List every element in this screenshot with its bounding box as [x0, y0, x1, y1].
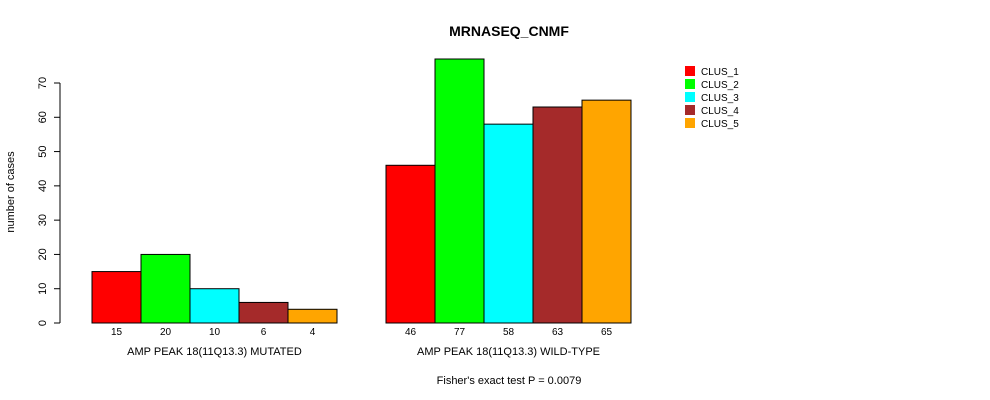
bar-clus-3	[483, 123, 534, 324]
bar-clus-5	[581, 99, 632, 324]
bar-clus-3	[189, 288, 240, 324]
bars	[91, 58, 632, 324]
chart-title: MRNASEQ_CNMF	[449, 23, 569, 39]
legend-entry: CLUS_2	[701, 80, 739, 91]
bar-clus-1	[385, 164, 436, 324]
bar-value-label: 58	[503, 327, 515, 338]
y-axis-label: number of cases	[5, 151, 17, 233]
legend-swatch	[685, 79, 695, 89]
legend-swatch	[685, 66, 695, 76]
category-labels: AMP PEAK 18(11Q13.3) MUTATED AMP PEAK 18(…	[127, 346, 600, 358]
bar-value-labels: 15 20 10 6 4 46 77 58 63 65	[111, 327, 613, 338]
y-tick-label: 70	[37, 77, 49, 89]
y-axis: 0 10 20 30 40 50 60 70	[37, 77, 61, 326]
bar-clus-4	[532, 106, 583, 324]
bar-value-label: 77	[454, 327, 466, 338]
legend-entry: CLUS_3	[701, 93, 739, 104]
bar-value-label: 10	[209, 327, 221, 338]
bar-clus-2	[140, 253, 191, 324]
y-tick-label: 40	[37, 180, 49, 192]
y-tick-label: 20	[37, 248, 49, 260]
legend-swatch	[685, 105, 695, 115]
bar-value-label: 15	[111, 327, 123, 338]
y-tick-label: 30	[37, 214, 49, 226]
legend-swatch	[685, 118, 695, 128]
bar-clus-4	[238, 301, 289, 324]
category-label: AMP PEAK 18(11Q13.3) MUTATED	[127, 346, 302, 358]
legend-swatch	[685, 92, 695, 102]
fisher-test-annotation: Fisher's exact test P = 0.0079	[437, 375, 582, 387]
legend-entry: CLUS_4	[701, 106, 739, 117]
y-tick-label: 10	[37, 283, 49, 295]
legend-entry: CLUS_1	[701, 67, 739, 78]
bar-value-label: 6	[261, 327, 267, 338]
bar-value-label: 46	[405, 327, 417, 338]
bar-value-label: 63	[552, 327, 564, 338]
bar-clus-5	[287, 308, 338, 324]
bar-clus-1	[91, 271, 142, 324]
legend: CLUS_1 CLUS_2 CLUS_3 CLUS_4 CLUS_5	[685, 66, 739, 130]
legend-entry: CLUS_5	[701, 119, 739, 130]
y-tick-label: 50	[37, 145, 49, 157]
bar-value-label: 65	[601, 327, 613, 338]
y-tick-label: 60	[37, 111, 49, 123]
bar-clus-2	[434, 58, 485, 324]
y-tick-label: 0	[37, 320, 49, 326]
bar-value-label: 20	[160, 327, 172, 338]
category-label: AMP PEAK 18(11Q13.3) WILD-TYPE	[417, 346, 600, 358]
bar-value-label: 4	[310, 327, 316, 338]
